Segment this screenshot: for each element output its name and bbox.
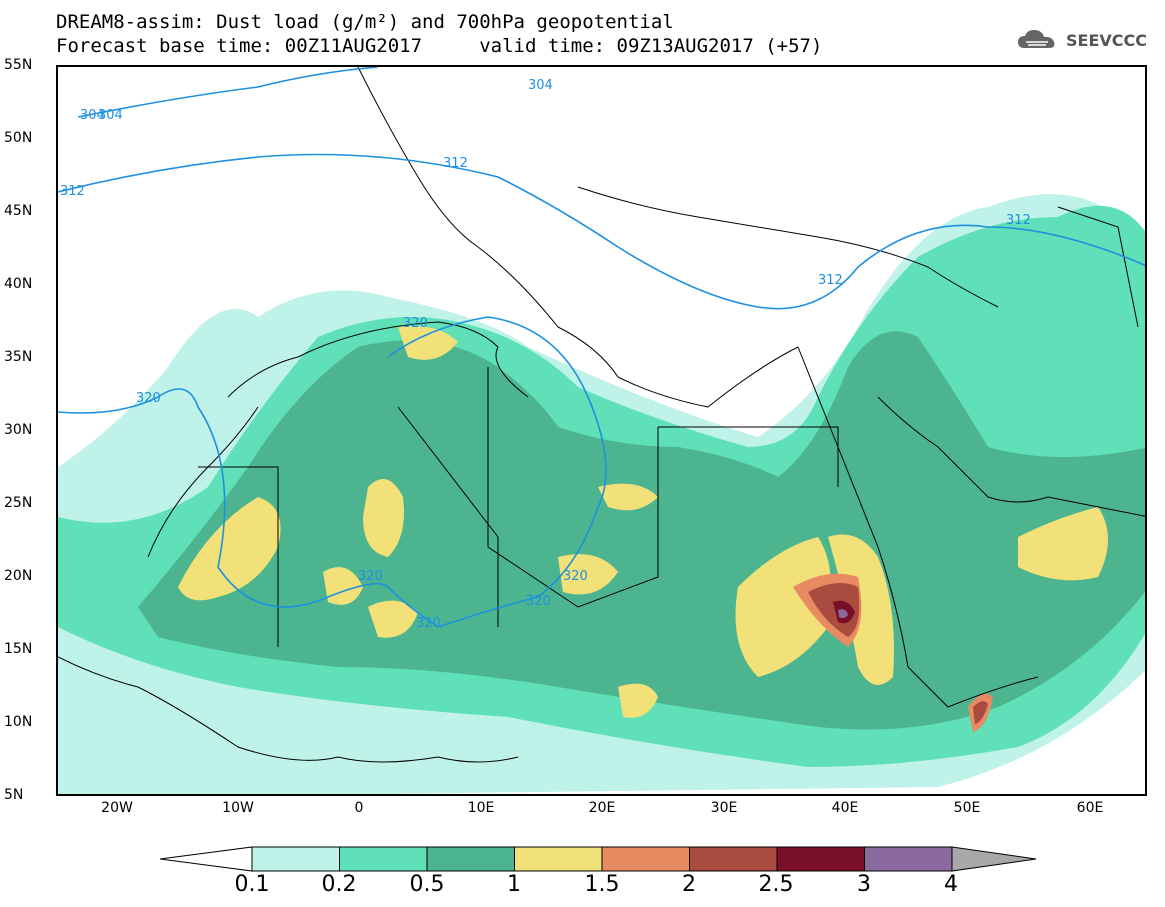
lat-label: 55N [4, 57, 33, 73]
title-line-2: Forecast base time: 00Z11AUG2017 valid t… [56, 35, 823, 57]
colorbar-label: 3 [857, 872, 871, 897]
colorbar-label: 4 [944, 872, 958, 897]
lon-label: 0 [354, 800, 364, 816]
contour-label: 304 [80, 108, 105, 123]
lat-label: 10N [4, 714, 33, 730]
lat-label: 35N [4, 349, 33, 365]
colorbar-label: 1 [507, 872, 521, 897]
colorbar-under-triangle [160, 846, 253, 872]
lat-label: 25N [4, 495, 33, 511]
colorbar-box [689, 846, 778, 872]
colorbar-label: 0.1 [234, 872, 270, 897]
contour-label: 304 [98, 108, 123, 123]
lon-label: 20E [588, 800, 616, 816]
contour-label: 320 [563, 569, 588, 584]
cloud-icon [1018, 30, 1055, 48]
lat-label: 5N [4, 787, 24, 803]
lat-label: 20N [4, 568, 33, 584]
contour-label: 312 [443, 156, 468, 171]
dust-field-2 [973, 701, 988, 724]
lon-label: 10W [222, 800, 254, 816]
contour-label: 304 [528, 78, 553, 93]
contour-label: 320 [358, 569, 383, 584]
lon-label: 50E [953, 800, 981, 816]
geopotential-contours [58, 67, 1145, 628]
contour-label: 312 [60, 184, 85, 199]
lon-label: 10E [467, 800, 495, 816]
colorbar-boxes [251, 846, 953, 872]
colorbar-label: 2 [682, 872, 696, 897]
colorbar-box [426, 846, 515, 872]
colorbar [160, 846, 1037, 872]
colorbar-label: 2.5 [758, 872, 794, 897]
contour-label: 320 [526, 594, 551, 609]
seevccc-logo: SEEVCCC [1016, 28, 1147, 52]
map-canvas: 304 304 304 312 312 312 312 320 320 320 … [58, 67, 1145, 794]
coastlines [58, 67, 1145, 763]
title-line-1: DREAM8-assim: Dust load (g/m²) and 700hP… [56, 11, 674, 33]
colorbar-box [776, 846, 865, 872]
lat-label: 15N [4, 641, 33, 657]
colorbar-label: 0.2 [321, 872, 357, 897]
lat-label: 45N [4, 203, 33, 219]
dust-field-2 [808, 583, 860, 637]
colorbar-box [601, 846, 690, 872]
contour-label: 312 [1006, 213, 1031, 228]
lon-label: 20W [101, 800, 133, 816]
lat-label: 50N [4, 130, 33, 146]
contour-label: 312 [818, 273, 843, 288]
colorbar-label: 1.5 [584, 872, 620, 897]
colorbar-box [339, 846, 428, 872]
contour-label: 320 [416, 616, 441, 631]
brand-name: SEEVCCC [1066, 30, 1147, 50]
lat-label: 30N [4, 422, 33, 438]
contour-labels: 304 304 304 312 312 312 312 320 320 320 … [60, 78, 1031, 631]
lat-label: 40N [4, 276, 33, 292]
contour-label: 320 [403, 316, 428, 331]
lon-label: 60E [1076, 800, 1104, 816]
lon-label: 30E [710, 800, 738, 816]
lon-label: 40E [831, 800, 859, 816]
colorbar-box [514, 846, 603, 872]
dust-load-map: 304 304 304 312 312 312 312 320 320 320 … [56, 65, 1147, 796]
colorbar-box [864, 846, 953, 872]
colorbar-box [251, 846, 340, 872]
colorbar-label: 0.5 [409, 872, 445, 897]
dust-field-3 [838, 609, 848, 619]
colorbar-over-triangle [951, 846, 1037, 872]
contour-label: 320 [136, 391, 161, 406]
